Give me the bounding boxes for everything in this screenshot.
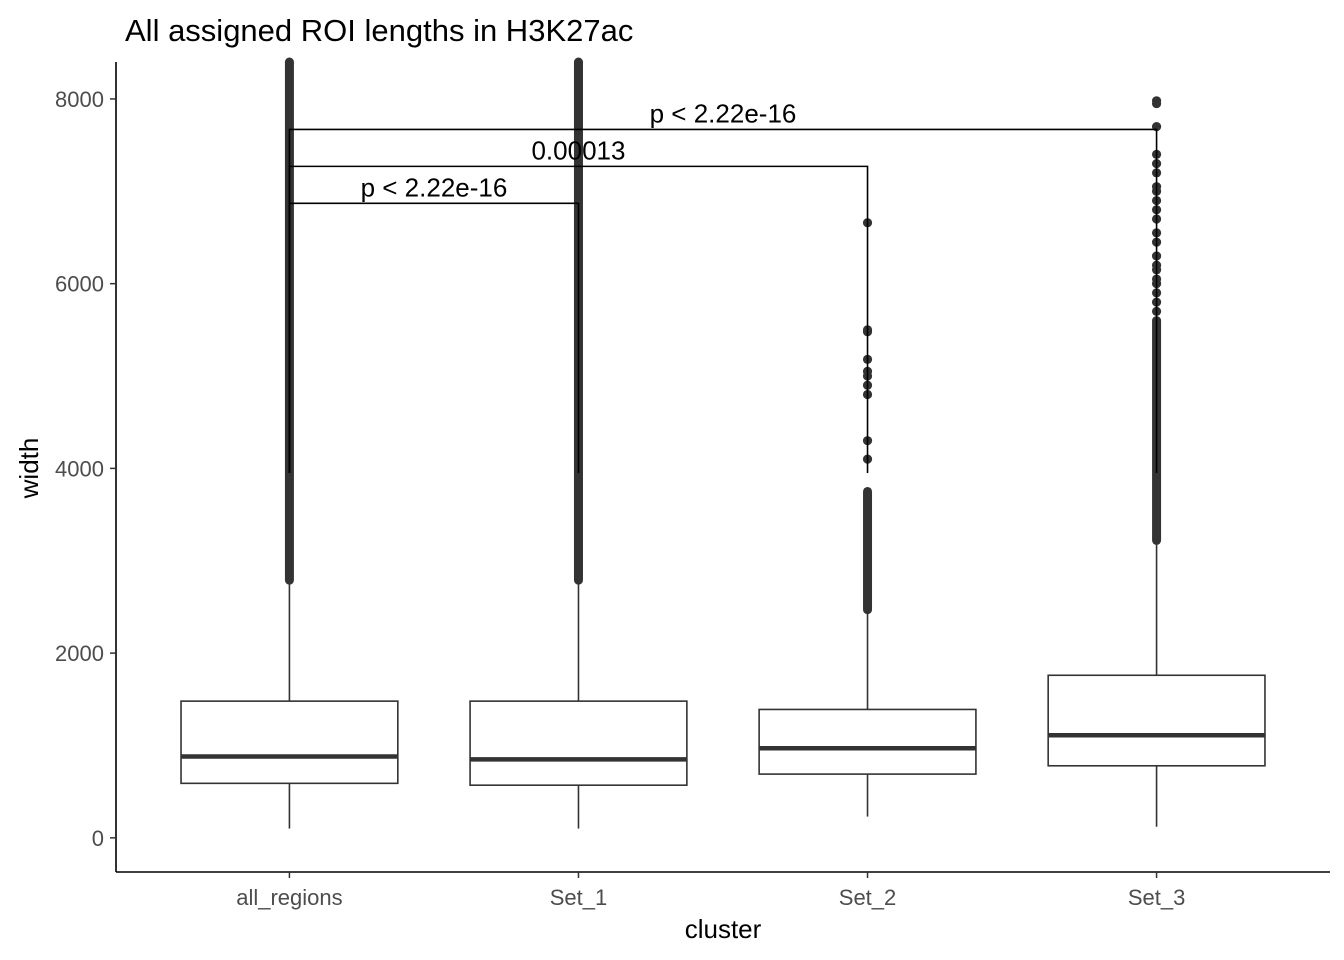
comparison-brackets: p < 2.22e-16 0.00013 p < 2.22e-16: [288, 98, 1158, 474]
x-axis-ticks: all_regions Set_1 Set_2 Set_3: [236, 872, 1185, 910]
box-Set_3: [1047, 96, 1266, 827]
boxes-group: [180, 57, 1266, 829]
x-tick-label: Set_3: [1128, 885, 1186, 910]
y-axis-ticks: 0 2000 4000 6000 8000: [55, 87, 116, 851]
bracket-line: [288, 128, 1158, 474]
x-tick-label: Set_1: [550, 885, 608, 910]
p-value-label: p < 2.22e-16: [361, 172, 508, 202]
comparison-all_regions-Set_1: p < 2.22e-16: [288, 172, 580, 474]
comparison-all_regions-Set_3: p < 2.22e-16: [288, 98, 1158, 474]
y-tick-label: 8000: [55, 87, 104, 112]
x-tick-label: Set_2: [839, 885, 897, 910]
p-value-label: p < 2.22e-16: [650, 98, 797, 128]
x-tick-label: all_regions: [236, 885, 342, 910]
box-Set_2: [758, 218, 977, 817]
p-value-label: 0.00013: [531, 135, 625, 165]
y-tick-label: 4000: [55, 456, 104, 481]
chart-title: All assigned ROI lengths in H3K27ac: [125, 13, 633, 48]
y-tick-label: 2000: [55, 641, 104, 666]
x-axis-label: cluster: [685, 914, 762, 944]
box-body: [180, 700, 399, 785]
box-body: [1047, 674, 1266, 767]
y-axis-label: width: [14, 438, 44, 500]
box-body: [758, 708, 977, 775]
outlier-point: [1151, 96, 1162, 106]
box-body: [469, 700, 688, 786]
y-tick-label: 0: [92, 826, 104, 851]
y-tick-label: 6000: [55, 272, 104, 297]
bracket-line: [288, 202, 580, 474]
